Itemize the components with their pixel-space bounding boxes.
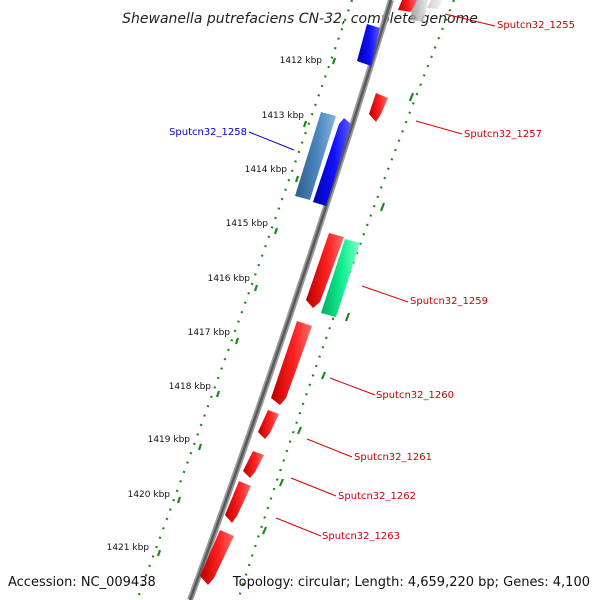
tick-label: 1416 kbp (208, 274, 251, 284)
gene-labels: Sputcn32_1255 Sputcn32_1257 Sputcn32_125… (169, 20, 575, 542)
outer-ring-tick-marks (261, 92, 415, 535)
gene-sputcn32-1255 (398, 0, 417, 12)
gene-faded-top-outer (427, 0, 443, 9)
gene-sputcn32-1261 (258, 410, 279, 439)
gene-sputcn32-1263 (225, 481, 251, 523)
tick-label: 1420 kbp (128, 490, 171, 500)
gene-green-1259-adjacent (321, 239, 360, 317)
gene-sputcn32-1257 (369, 93, 388, 122)
gene-sputcn32-1259 (306, 233, 344, 308)
gene-label-sputcn32-1257: Sputcn32_1257 (464, 129, 542, 140)
tick-label: 1418 kbp (169, 382, 212, 392)
gene-features (200, 0, 443, 585)
gene-forward-1258-adjacent (313, 118, 351, 206)
gene-reverse-1421 (200, 530, 234, 585)
inner-ring-tick-marks (156, 57, 337, 557)
gene-label-sputcn32-1258: Sputcn32_1258 (169, 127, 247, 138)
tick-label: 1415 kbp (226, 219, 269, 229)
gene-label-sputcn32-1262: Sputcn32_1262 (338, 491, 416, 502)
outer-dotted-ring (236, 0, 456, 600)
tick-label: 1417 kbp (188, 328, 231, 338)
tick-label: 1421 kbp (107, 543, 150, 553)
gene-label-sputcn32-1259: Sputcn32_1259 (410, 296, 488, 307)
gene-grey-top (410, 0, 428, 22)
topology-text: Topology: circular; Length: 4,659,220 bp… (232, 575, 590, 590)
gene-sputcn32-1262 (243, 451, 264, 478)
gene-label-sputcn32-1263: Sputcn32_1263 (322, 531, 400, 542)
gene-sputcn32-1258 (295, 112, 336, 200)
gene-label-sputcn32-1260: Sputcn32_1260 (376, 390, 454, 401)
label-connectors (248, 13, 496, 537)
tick-label: 1414 kbp (245, 165, 288, 175)
gene-forward-1412 (357, 24, 380, 66)
tick-label: 1412 kbp (280, 56, 323, 66)
gene-sputcn32-1260 (271, 321, 312, 405)
genome-backbone (187, 0, 394, 600)
tick-label: 1413 kbp (262, 111, 305, 121)
accession-text: Accession: NC_009438 (8, 575, 156, 590)
scale-labels: 1412 kbp 1413 kbp 1414 kbp 1415 kbp 1416… (107, 56, 323, 553)
gene-label-sputcn32-1255: Sputcn32_1255 (497, 20, 575, 31)
tick-label: 1419 kbp (148, 435, 191, 445)
gene-label-sputcn32-1261: Sputcn32_1261 (354, 452, 432, 463)
